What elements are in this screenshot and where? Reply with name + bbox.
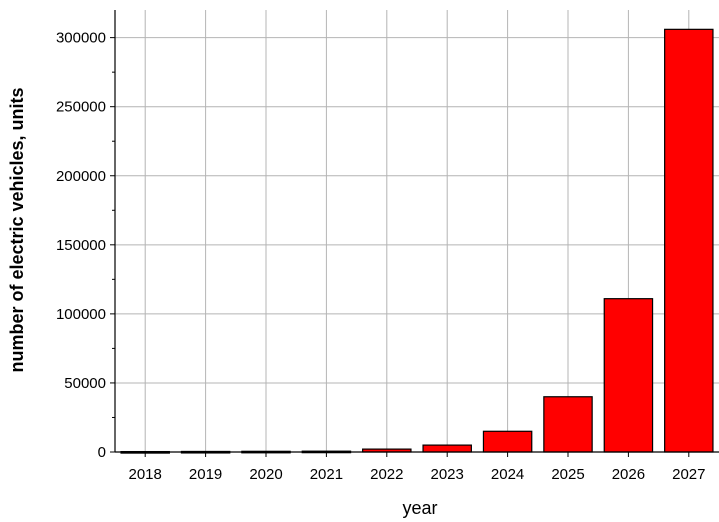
x-tick-label: 2024 [491, 466, 524, 483]
y-tick-label: 50000 [64, 375, 106, 392]
x-tick-label: 2022 [370, 466, 403, 483]
y-tick-label: 0 [98, 444, 106, 461]
x-tick-label: 2027 [672, 466, 705, 483]
x-tick-label: 2021 [310, 466, 343, 483]
bar-2023 [422, 444, 472, 453]
bar-2025 [543, 396, 593, 453]
x-axis-title: year [402, 498, 437, 518]
grid [115, 10, 719, 452]
y-tick-label: 250000 [56, 99, 106, 116]
x-tick-label: 2020 [249, 466, 282, 483]
bar-2026 [603, 298, 654, 453]
y-tick-label: 300000 [56, 30, 106, 47]
y-tick-label: 200000 [56, 168, 106, 185]
bars [120, 28, 714, 454]
x-tick-label: 2023 [431, 466, 464, 483]
axes [114, 10, 719, 453]
bar-2027 [664, 28, 714, 453]
y-tick-label: 100000 [56, 306, 106, 323]
y-axis-title: number of electric vehicles, units [7, 87, 27, 372]
x-tick-label: 2019 [189, 466, 222, 483]
x-tick-label: 2026 [612, 466, 645, 483]
x-tick-label: 2018 [129, 466, 162, 483]
y-tick-label: 150000 [56, 237, 106, 254]
bar-2024 [482, 430, 533, 453]
x-axis-ticks: 2018 2019 2020 2021 2022 2023 2024 2025 2026 2027 [129, 452, 705, 483]
y-axis-ticks: 0 50000 100000 150000 200000 250000 300000 [56, 30, 115, 461]
x-tick-label: 2025 [551, 466, 584, 483]
